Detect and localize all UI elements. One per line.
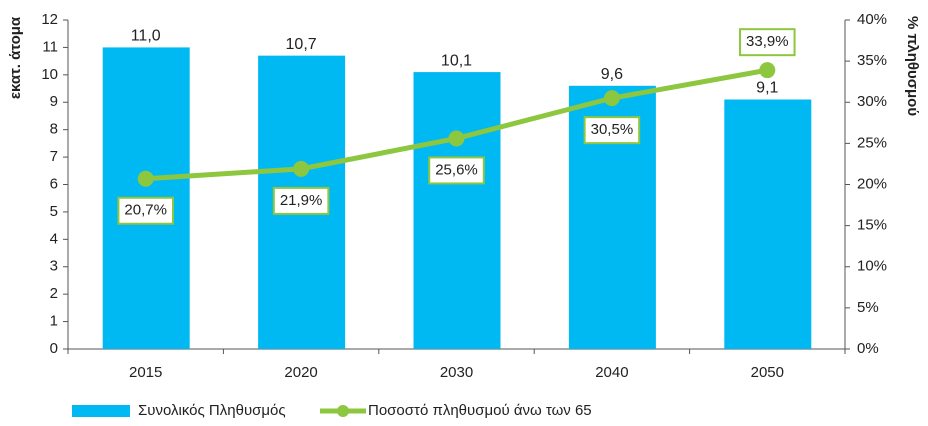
y2-tick-label: 40% xyxy=(857,11,887,28)
data-label-box xyxy=(583,116,641,145)
data-label: 33,9% xyxy=(746,33,789,50)
legend-swatch xyxy=(337,405,349,417)
y2-tick-label: 15% xyxy=(857,217,887,234)
x-tick-label: 2040 xyxy=(595,364,628,381)
x-tick-label: 2020 xyxy=(284,364,317,381)
legend-label: Ποσοστό πληθυσμού άνω των 65 xyxy=(368,402,592,419)
y-tick-label: 8 xyxy=(50,121,58,138)
y2-tick-label: 25% xyxy=(857,134,887,151)
data-label: 10,1 xyxy=(441,52,472,69)
data-label: 9,1 xyxy=(756,80,778,97)
data-label: 9,6 xyxy=(601,66,623,83)
y-tick-label: 10 xyxy=(41,66,58,83)
y-tick-label: 6 xyxy=(50,175,58,192)
y-tick-label: 7 xyxy=(50,148,58,165)
data-label: 25,6% xyxy=(435,161,478,178)
line-point xyxy=(137,170,154,187)
line-point xyxy=(603,90,620,107)
bar xyxy=(413,72,501,349)
line-point xyxy=(293,160,310,177)
x-tick-label: 2050 xyxy=(751,364,784,381)
data-label: 20,7% xyxy=(124,202,167,219)
data-label-box xyxy=(739,28,796,57)
y-tick-label: 2 xyxy=(50,285,58,302)
y2-tick-label: 0% xyxy=(857,340,879,357)
y-tick-label: 11 xyxy=(42,38,58,55)
data-label-box xyxy=(272,186,330,215)
y-tick-label: 1 xyxy=(50,313,58,330)
x-tick-label: 2030 xyxy=(440,364,473,381)
data-label: 10,7 xyxy=(286,36,317,53)
y2-tick-label: 35% xyxy=(857,52,887,69)
line-point xyxy=(759,62,776,79)
y-tick-label: 5 xyxy=(50,203,58,220)
y2-axis-label: % πληθυσμού xyxy=(904,16,921,116)
y2-tick-label: 20% xyxy=(857,175,887,192)
y2-tick-label: 10% xyxy=(857,258,887,275)
data-label-box xyxy=(117,196,174,225)
y-tick-label: 9 xyxy=(50,93,58,110)
legend-label: Συνολικός Πληθυσμός xyxy=(138,402,286,419)
data-label: 11,0 xyxy=(131,28,161,45)
legend-swatch xyxy=(72,405,130,417)
bar xyxy=(724,99,812,349)
y2-tick-label: 30% xyxy=(857,93,887,110)
y-axis-label: εκατ. άτομα xyxy=(7,16,24,99)
line-point xyxy=(448,130,465,147)
data-label: 30,5% xyxy=(591,121,634,138)
y-tick-label: 3 xyxy=(50,258,58,275)
y2-tick-label: 5% xyxy=(857,299,879,316)
data-label-box xyxy=(428,156,485,185)
y-tick-label: 4 xyxy=(50,230,58,247)
data-label: 21,9% xyxy=(280,192,323,209)
y-tick-label: 12 xyxy=(41,11,58,28)
x-tick-label: 2015 xyxy=(129,364,162,381)
y-tick-label: 0 xyxy=(50,340,58,357)
